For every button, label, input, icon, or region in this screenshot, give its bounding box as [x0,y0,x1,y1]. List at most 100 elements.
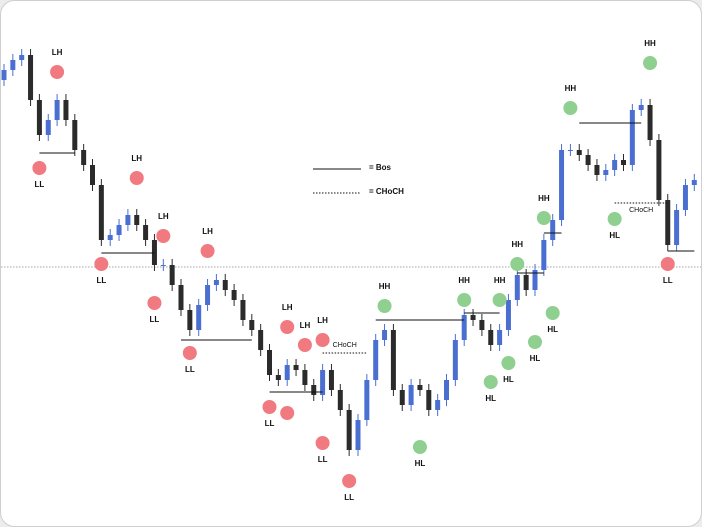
candle-body [205,285,211,305]
candle-body [656,140,662,200]
candle-body [231,290,237,300]
candle-body [302,370,308,385]
pivot-marker [297,338,312,352]
candle-body [444,380,449,400]
candle-body [36,100,42,135]
candle-body [143,225,149,240]
candle-body [160,265,166,266]
candle-body [90,165,95,185]
pivot-marker [377,299,392,313]
pivot-label: HH [379,282,391,291]
pivot-label: LH [282,303,293,312]
pivot-label: HL [530,354,541,363]
candle-body [346,410,352,450]
candle-body [134,215,140,225]
candle-body [28,55,34,100]
pivot-label: HH [538,194,550,203]
candle-body [19,55,25,60]
candle-body [479,320,485,330]
candle-body [249,320,255,330]
candle-body [293,365,299,370]
pivot-marker [563,101,578,115]
pivot-label: HH [565,84,577,93]
candle-body [585,155,591,165]
pivot-label: LL [35,180,45,189]
candle-body [72,120,78,150]
pivot-label: LH [158,212,169,221]
candle-body [169,265,175,285]
candle-body [399,390,405,405]
choch-label: CHoCH [629,207,653,214]
pivot-marker [182,346,197,360]
pivot-marker [280,320,295,334]
candle-body [311,385,317,395]
candle-body [98,185,104,240]
pivot-marker [50,65,65,79]
candle-body [178,285,184,310]
candle-body [612,160,618,170]
pivot-marker [528,335,542,349]
candle-body [187,310,193,330]
pivot-label: LH [52,48,63,57]
pivot-label: HH [494,276,506,285]
pivot-marker [147,296,162,310]
pivot-marker [545,306,560,320]
candle-body [355,420,361,450]
pivot-marker [660,257,675,271]
candle-body [10,60,16,70]
candle-body [382,330,388,340]
candle-body [373,340,379,380]
pivot-label: LL [318,455,328,464]
candle-body [594,165,600,175]
candle-body [523,275,529,290]
pivot-label: LL [344,493,354,502]
candle-body [665,200,671,245]
candle-body [364,380,370,420]
candle-body [320,370,326,395]
pivot-label: LL [663,276,673,285]
pivot-marker [262,400,277,414]
pivot-label: HH [458,276,470,285]
candle-body [567,150,573,151]
pivot-label: LH [202,227,213,236]
candle-body [435,400,441,410]
candle-body [541,240,547,270]
pivot-label: HH [512,240,524,249]
pivot-label: LH [300,321,311,330]
candle-body [125,215,131,225]
pivot-label: HL [609,231,620,240]
pivot-marker [501,356,516,370]
pivot-marker [32,161,47,175]
candle-body [629,110,635,165]
pivot-marker [156,229,171,243]
legend-label: = Bos [369,163,392,172]
candle-body [284,365,290,380]
pivot-marker [342,474,357,488]
candle-body [417,385,423,390]
candle-body [452,340,458,380]
candle-body [638,105,644,110]
pivot-marker [536,211,551,225]
candle-body [116,225,122,235]
candle-body [1,70,7,80]
candle-body [550,220,556,240]
candle-body [81,150,87,165]
candle-body [682,185,688,210]
pivot-marker [412,440,427,454]
pivot-marker [483,375,498,389]
candle-body [267,350,272,375]
candle-body [240,300,246,320]
candle-body [691,180,697,185]
candle-body [488,330,494,345]
pivot-marker [200,244,215,258]
pivot-label: HL [547,325,558,334]
pivot-marker [315,436,330,450]
pivot-marker [280,406,295,420]
pivot-label: LL [265,419,275,428]
candle-body [275,375,281,380]
candle-body [674,210,680,245]
candle-body [45,120,51,135]
candle-body [258,330,264,350]
pivot-label: HL [485,394,496,403]
candle-body [514,275,520,300]
